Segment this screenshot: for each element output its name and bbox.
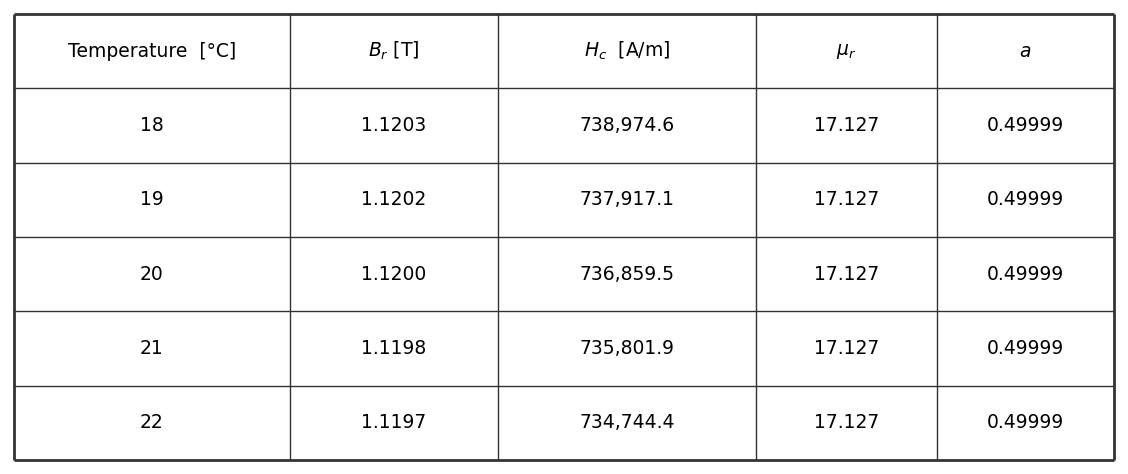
Text: 1.1203: 1.1203 [361,116,426,135]
Text: 1.1197: 1.1197 [361,413,426,432]
Text: 1.1202: 1.1202 [361,191,426,210]
Text: 0.49999: 0.49999 [987,264,1064,283]
Text: 0.49999: 0.49999 [987,191,1064,210]
Text: 0.49999: 0.49999 [987,339,1064,358]
Text: $\mu_r$: $\mu_r$ [836,42,856,61]
Text: $B_r$ [T]: $B_r$ [T] [368,40,420,62]
Text: Temperature  [°C]: Temperature [°C] [68,42,236,61]
Text: $a$: $a$ [1019,42,1031,61]
Text: 18: 18 [140,116,164,135]
Text: 737,917.1: 737,917.1 [580,191,675,210]
Text: 735,801.9: 735,801.9 [580,339,675,358]
Text: 17.127: 17.127 [813,191,879,210]
Text: 0.49999: 0.49999 [987,413,1064,432]
Text: 17.127: 17.127 [813,116,879,135]
Text: 17.127: 17.127 [813,413,879,432]
Text: 734,744.4: 734,744.4 [579,413,675,432]
Text: 17.127: 17.127 [813,339,879,358]
Text: 17.127: 17.127 [813,264,879,283]
Text: 1.1198: 1.1198 [361,339,426,358]
Text: 0.49999: 0.49999 [987,116,1064,135]
Text: 19: 19 [140,191,164,210]
Text: 738,974.6: 738,974.6 [580,116,675,135]
Text: $H_c$  [A/m]: $H_c$ [A/m] [584,40,670,62]
Text: 1.1200: 1.1200 [361,264,426,283]
Text: 20: 20 [140,264,164,283]
Text: 21: 21 [140,339,164,358]
Text: 736,859.5: 736,859.5 [580,264,675,283]
Text: 22: 22 [140,413,164,432]
